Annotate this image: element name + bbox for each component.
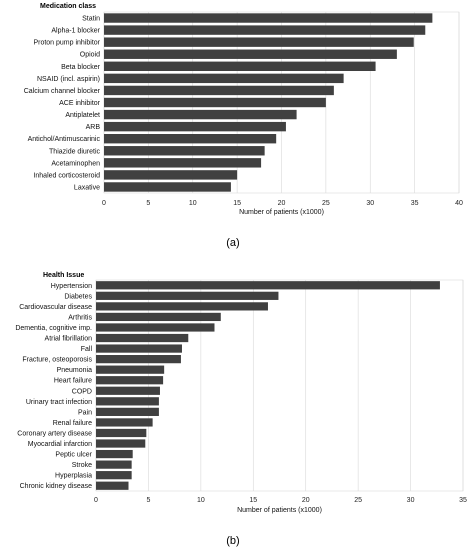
panel-b-bar-11 [96,397,159,406]
panel-a-tick-label-0: 0 [102,200,106,207]
panel-b-category-label-13: Renal failure [53,420,92,427]
panel-a-category-label-1: Alpha-1 blocker [51,28,100,35]
panel-a-bar-2 [104,37,414,47]
panel-a-bar-12 [104,158,262,168]
panel-a-category-label-9: ARB [86,124,101,131]
panel-a-category-label-4: Beta blocker [61,64,101,71]
panel-b-bar-15 [96,439,146,448]
panel-b-tick-label-1: 5 [146,497,150,504]
panel-a-bar-4 [104,61,376,72]
panel-a-panel-label: (a) [226,237,239,249]
panel-b-category-label-7: Fracture, osteoporosis [22,357,92,364]
panel-a-bar-6 [104,85,334,96]
panel-a-category-label-6: Calcium channel blocker [24,88,101,95]
panel-a-category-label-5: NSAID (incl. aspirin) [37,76,100,83]
panel-b-category-label-4: Dementia, cognitive imp. [15,325,92,332]
panel-b-bar-7 [96,355,181,364]
panel-b-category-label-6: Fall [81,346,93,353]
panel-a-bar-9 [104,121,286,132]
panel-a-tick-label-1: 5 [146,200,150,207]
panel-a-bar-11 [104,146,265,156]
panel-b-category-label-0: Hypertension [51,283,92,290]
panel-a-category-label-11: Thiazide diuretic [49,148,100,155]
panel-b-category-label-3: Arthritis [68,314,92,321]
panel-a-tick-label-7: 35 [411,200,419,207]
panel-a-tick-label-5: 25 [322,200,330,207]
panel-a-tick-label-4: 20 [278,200,286,207]
panel-b-bar-1 [96,291,279,300]
panel-b-category-label-5: Atrial fibrillation [45,336,93,343]
panel-b-plot-frame [95,279,464,492]
panel-a-bar-5 [104,73,344,84]
panel-a-category-label-12: Acetaminophen [51,160,100,167]
panel-b-category-label-19: Chronic kidney disease [20,483,92,490]
panel-b-category-label-15: Myocardial infarction [28,441,92,448]
panel-a-bar-13 [104,170,238,180]
panel-b-bar-8 [96,365,165,374]
panel-b-bar-3 [96,312,221,322]
panel-a-tick-label-8: 40 [455,200,463,207]
panel-b-bar-16 [96,449,133,459]
panel-b-bar-2 [96,302,268,311]
panel-b-tick-label-2: 10 [197,497,205,504]
panel-b-category-label-18: Hyperplasia [55,473,92,480]
panel-b-bar-14 [96,428,147,438]
panel-a-bar-10 [104,133,277,144]
panel-b-bar-17 [96,460,132,469]
panel-b-category-label-16: Peptic ulcer [55,452,92,459]
panel-b-category-label-8: Pneumonia [57,367,93,374]
panel-b-category-label-10: COPD [72,388,92,395]
panel-a-bar-7 [104,97,326,108]
panel-b-tick-label-0: 0 [94,497,98,504]
panel-b-bar-6 [96,344,182,353]
panel-a-tick-label-6: 30 [366,200,374,207]
panel-b-tick-label-4: 20 [302,497,310,504]
panel-b-category-label-11: Urinary tract infection [26,399,92,406]
panel-a-category-label-14: Laxative [74,184,100,191]
panel-b-bar-19 [96,481,129,490]
panel-b-tick-label-7: 35 [459,497,467,504]
panel-b-header: Health Issue [43,272,84,279]
panel-a-medication-chart: Medication class Statin Alpha-1 blocker Pro… [24,3,463,249]
panel-a-x-axis-title: Number of patients (x1000) [239,209,324,216]
panel-a-header: Medication class [40,3,96,10]
panel-b-bar-9 [96,376,164,385]
panel-a-bar-3 [104,49,397,59]
panel-b-tick-label-6: 30 [407,497,415,504]
panel-b-bar-4 [96,323,215,332]
panel-b-bar-13 [96,418,153,427]
panel-a-category-label-0: Statin [82,16,100,23]
panel-a-category-label-3: Opioid [80,52,100,59]
panel-b-bar-5 [96,333,189,343]
panel-b-health-issue-chart: Health Issue Hypertension Diabetes Cardiova… [15,272,467,547]
panel-a-category-label-8: Antiplatelet [65,112,100,119]
panel-a-category-label-10: Antichol/Antimuscarinic [28,136,101,143]
panel-b-category-label-12: Pain [78,409,92,416]
panel-a-bar-14 [104,182,231,192]
panel-b-category-label-1: Diabetes [64,293,92,300]
panel-a-tick-label-2: 10 [189,200,197,207]
panel-a-tick-label-3: 15 [233,200,241,207]
panel-b-bar-18 [96,471,132,480]
panel-b-tick-label-3: 15 [249,497,257,504]
panel-b-category-label-2: Cardiovascular disease [19,304,92,311]
panel-b-category-label-14: Coronary artery disease [17,430,92,437]
panel-a-category-label-7: ACE inhibitor [59,100,101,107]
panel-a-category-label-13: Inhaled corticosteroid [33,172,100,179]
panel-b-tick-label-5: 25 [354,497,362,504]
panel-b-panel-label: (b) [226,535,239,547]
panel-b-bar-10 [96,386,160,395]
panel-a-bar-1 [104,25,426,35]
panel-b-category-label-9: Heart failure [54,378,92,385]
panel-a-bar-8 [104,109,297,120]
panel-b-x-axis-title: Number of patients (x1000) [237,507,322,514]
panel-a-bar-0 [104,13,433,23]
panel-b-category-label-17: Stroke [72,462,92,469]
panel-b-bar-0 [96,281,440,290]
panel-a-category-label-2: Proton pump inhibitor [33,40,100,47]
panel-b-bar-12 [96,407,159,416]
